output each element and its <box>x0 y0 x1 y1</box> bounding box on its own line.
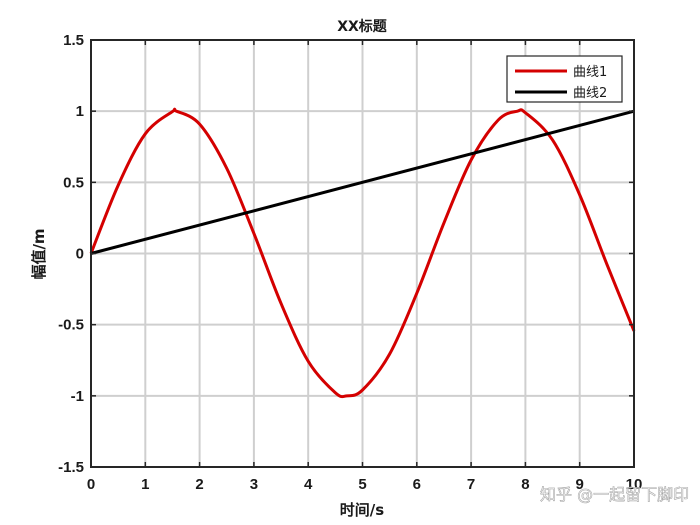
y-axis-label: 幅值/m <box>30 228 48 279</box>
x-tick-label: 8 <box>521 476 529 493</box>
y-tick-label: -1.5 <box>58 459 84 476</box>
x-tick-label: 7 <box>467 476 475 493</box>
series-line-1 <box>89 107 636 399</box>
x-tick-label: 6 <box>413 476 421 493</box>
axis-tick-labels: 0 1 2 3 4 5 6 7 8 9 10 -1.5 -1 -0.5 0 0.5 1 1.5 <box>58 32 642 493</box>
series-line-2 <box>90 109 635 255</box>
watermark: 知乎 @一起留下脚印 <box>540 485 689 504</box>
y-tick-label: 1.5 <box>63 32 84 49</box>
x-tick-label: 3 <box>250 476 258 493</box>
x-tick-label: 10 <box>626 476 643 493</box>
x-tick-label: 5 <box>358 476 366 493</box>
y-tick-label: 1 <box>76 103 84 120</box>
x-tick-label: 0 <box>87 476 95 493</box>
series-lines <box>89 107 636 399</box>
legend-box <box>506 55 623 103</box>
axis-ticks <box>90 39 635 468</box>
y-tick-label: -1 <box>71 388 84 405</box>
y-tick-label: 0 <box>76 246 84 263</box>
legend-label-1: 曲线1 <box>573 65 607 80</box>
x-tick-label: 4 <box>304 476 313 493</box>
x-tick-label: 9 <box>576 476 584 493</box>
chart-title: XX标题 <box>337 18 388 35</box>
y-tick-label: -0.5 <box>58 317 84 334</box>
legend-label-2: 曲线2 <box>573 86 607 101</box>
x-axis-label: 时间/s <box>340 501 384 519</box>
x-tick-label: 2 <box>195 476 203 493</box>
y-tick-label: 0.5 <box>63 174 84 191</box>
x-tick-label: 1 <box>141 476 149 493</box>
